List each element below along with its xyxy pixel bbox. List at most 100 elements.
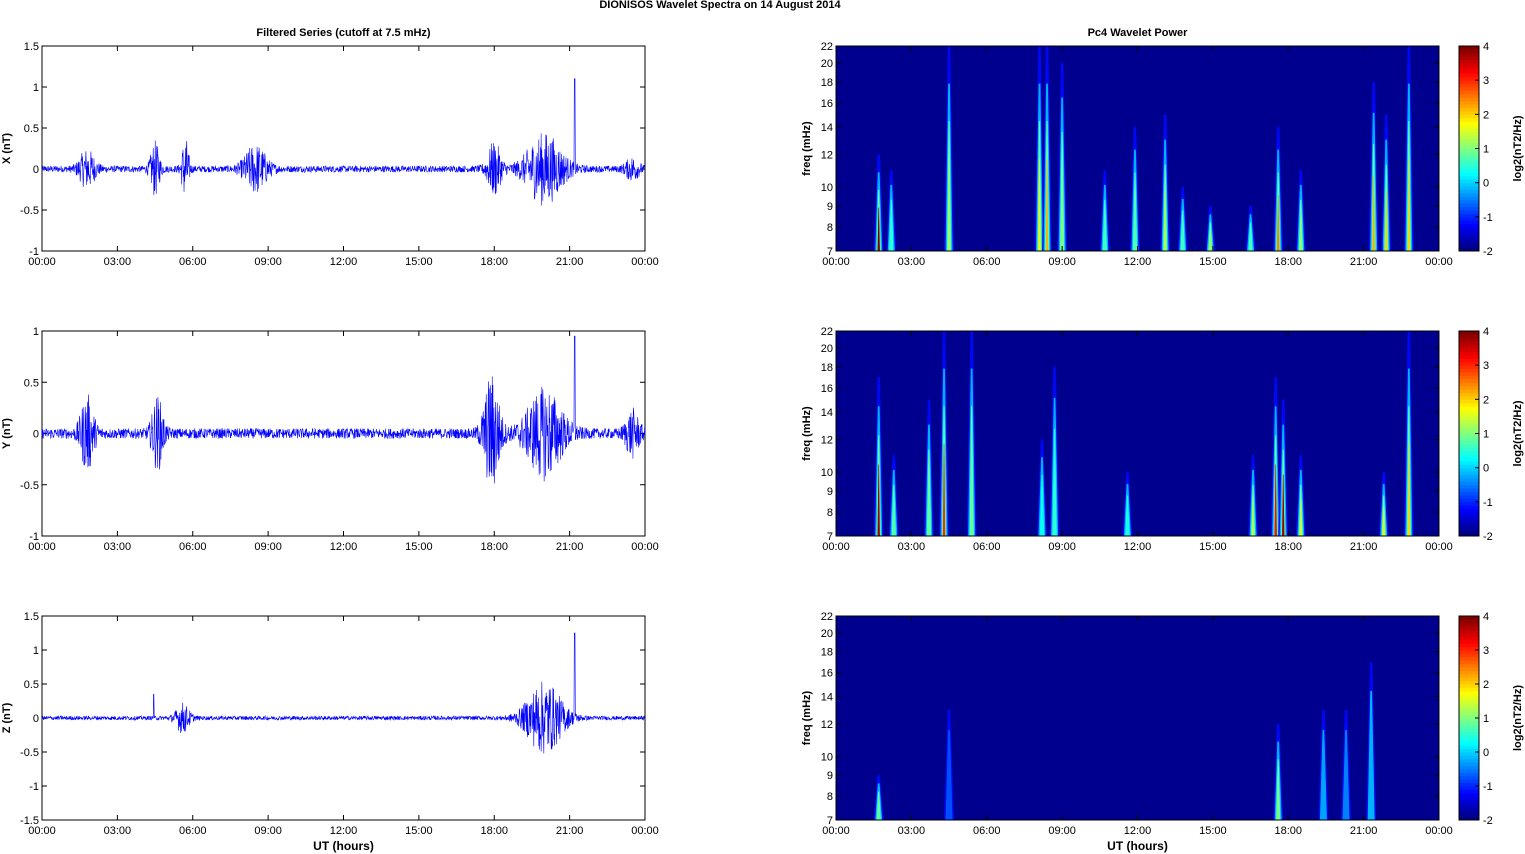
- colorbar-cell: [1459, 192, 1479, 197]
- x-tick-label: 21:00: [556, 825, 584, 837]
- colorbar-cell: [1459, 684, 1479, 688]
- colorbar-cell: [1459, 813, 1479, 818]
- y-tick-label: 8: [827, 222, 833, 234]
- colorbar-cell: [1459, 460, 1479, 465]
- series-trace: [41, 335, 646, 484]
- colorbar-cell: [1459, 413, 1479, 417]
- colorbar-tick-label: -1: [1483, 497, 1493, 509]
- y-tick-label: 14: [821, 692, 833, 704]
- y-tick-label: 18: [821, 362, 833, 374]
- colorbar-cell: [1459, 354, 1479, 359]
- y-tick-label: 22: [821, 326, 833, 338]
- colorbar-cell: [1459, 210, 1479, 214]
- colorbar-cell: [1459, 467, 1479, 472]
- x-tick-label: 18:00: [1274, 825, 1302, 837]
- colorbar-cell: [1459, 728, 1479, 733]
- colorbar-cell: [1459, 151, 1479, 156]
- colorbar-cell: [1459, 772, 1479, 777]
- colorbar-cell: [1459, 230, 1479, 235]
- colorbar-tick-label: 4: [1483, 611, 1489, 623]
- colorbar-cell: [1459, 165, 1479, 170]
- colorbar-cell: [1459, 186, 1479, 190]
- colorbar-cell: [1459, 117, 1479, 122]
- y-tick-label: 0.5: [24, 377, 39, 389]
- colorbar-cell: [1459, 433, 1479, 438]
- wavelet-panel-y: 78910121416182022-2-101234log2(nT2/Hz)00…: [801, 326, 1524, 553]
- y-tick-label: 22: [821, 611, 833, 623]
- x-tick-label: 00:00: [1425, 541, 1453, 553]
- x-tick-label: 00:00: [28, 541, 56, 553]
- wavelet-panel-z: 78910121416182022-2-101234log2(nT2/Hz)00…: [801, 611, 1524, 853]
- colorbar-cell: [1459, 409, 1479, 414]
- colorbar-cell: [1459, 498, 1479, 503]
- wavelet-streak: [1282, 474, 1285, 536]
- colorbar-cell: [1459, 416, 1479, 421]
- colorbar-cell: [1459, 87, 1479, 91]
- colorbar-cell: [1459, 158, 1479, 163]
- colorbar-cell: [1459, 789, 1479, 794]
- colorbar-cell: [1459, 803, 1479, 807]
- colorbar-cell: [1459, 182, 1479, 187]
- colorbar-cell: [1459, 59, 1479, 64]
- x-tick-label: 00:00: [1425, 256, 1453, 268]
- colorbar-cell: [1459, 199, 1479, 204]
- x-tick-label: 06:00: [179, 541, 207, 553]
- y-tick-label: 12: [821, 150, 833, 162]
- colorbar-cell: [1459, 741, 1479, 746]
- colorbar-cell: [1459, 46, 1479, 50]
- x-tick-label: 21:00: [1350, 256, 1378, 268]
- colorbar: -2 -1 0 1 2 3 4 log2(nT2/Hz): [1458, 611, 1524, 827]
- colorbar-cell: [1459, 707, 1479, 712]
- colorbar-cell: [1459, 765, 1479, 770]
- colorbar-cell: [1459, 155, 1479, 160]
- colorbar-cell: [1459, 667, 1479, 671]
- y-tick-label: 12: [821, 435, 833, 447]
- colorbar-cell: [1459, 348, 1479, 352]
- colorbar-cell: [1459, 755, 1479, 760]
- x-axis-label: UT (hours): [1107, 839, 1168, 853]
- colorbar-cell: [1459, 216, 1479, 221]
- colorbar-cell: [1459, 748, 1479, 753]
- x-tick-label: 06:00: [973, 541, 1001, 553]
- colorbar-cell: [1459, 670, 1479, 675]
- y-tick-label: 10: [821, 182, 833, 194]
- colorbar-cell: [1459, 76, 1479, 81]
- wavelet-streak: [1181, 222, 1184, 251]
- colorbar-cell: [1459, 474, 1479, 479]
- colorbar-cell: [1459, 141, 1479, 146]
- colorbar-cell: [1459, 100, 1479, 105]
- wavelet-streak: [1407, 443, 1411, 536]
- colorbar-cell: [1459, 63, 1479, 67]
- colorbar-cell: [1459, 488, 1479, 493]
- wavelet-streak: [877, 207, 880, 251]
- colorbar-cell: [1459, 626, 1479, 631]
- colorbar-cell: [1459, 633, 1479, 637]
- colorbar-cell: [1459, 471, 1479, 475]
- colorbar-cell: [1459, 378, 1479, 383]
- y-tick-label: 7: [827, 815, 833, 827]
- colorbar-cell: [1459, 358, 1479, 363]
- y-tick-label: 8: [827, 507, 833, 519]
- colorbar-cell: [1459, 775, 1479, 780]
- colorbar-cell: [1459, 385, 1479, 390]
- colorbar-cell: [1459, 331, 1479, 335]
- wavelet-streak: [927, 474, 931, 536]
- colorbar-cell: [1459, 223, 1479, 228]
- colorbar-cell: [1459, 724, 1479, 729]
- y-axis-label: Y (nT): [1, 418, 13, 449]
- colorbar-cell: [1459, 392, 1479, 397]
- wavelet-streak: [1249, 230, 1252, 251]
- colorbar-cell: [1459, 406, 1479, 411]
- x-tick-label: 03:00: [104, 541, 132, 553]
- colorbar-cell: [1459, 731, 1479, 736]
- y-tick-label: 1.5: [24, 41, 39, 53]
- y-tick-label: -1: [29, 246, 39, 258]
- colorbar-cell: [1459, 738, 1479, 743]
- series-panel-y: -1 -0.5 0 0.5 1 00:00 03:00 06:00 09:00 12:00 15:0…: [1, 326, 659, 553]
- colorbar-cell: [1459, 107, 1479, 112]
- colorbar-cell: [1459, 792, 1479, 797]
- colorbar: -2 -1 0 1 2 3 4 log2(nT2/Hz): [1458, 326, 1524, 543]
- y-tick-label: 22: [821, 41, 833, 53]
- colorbar-tick-label: 3: [1483, 645, 1489, 657]
